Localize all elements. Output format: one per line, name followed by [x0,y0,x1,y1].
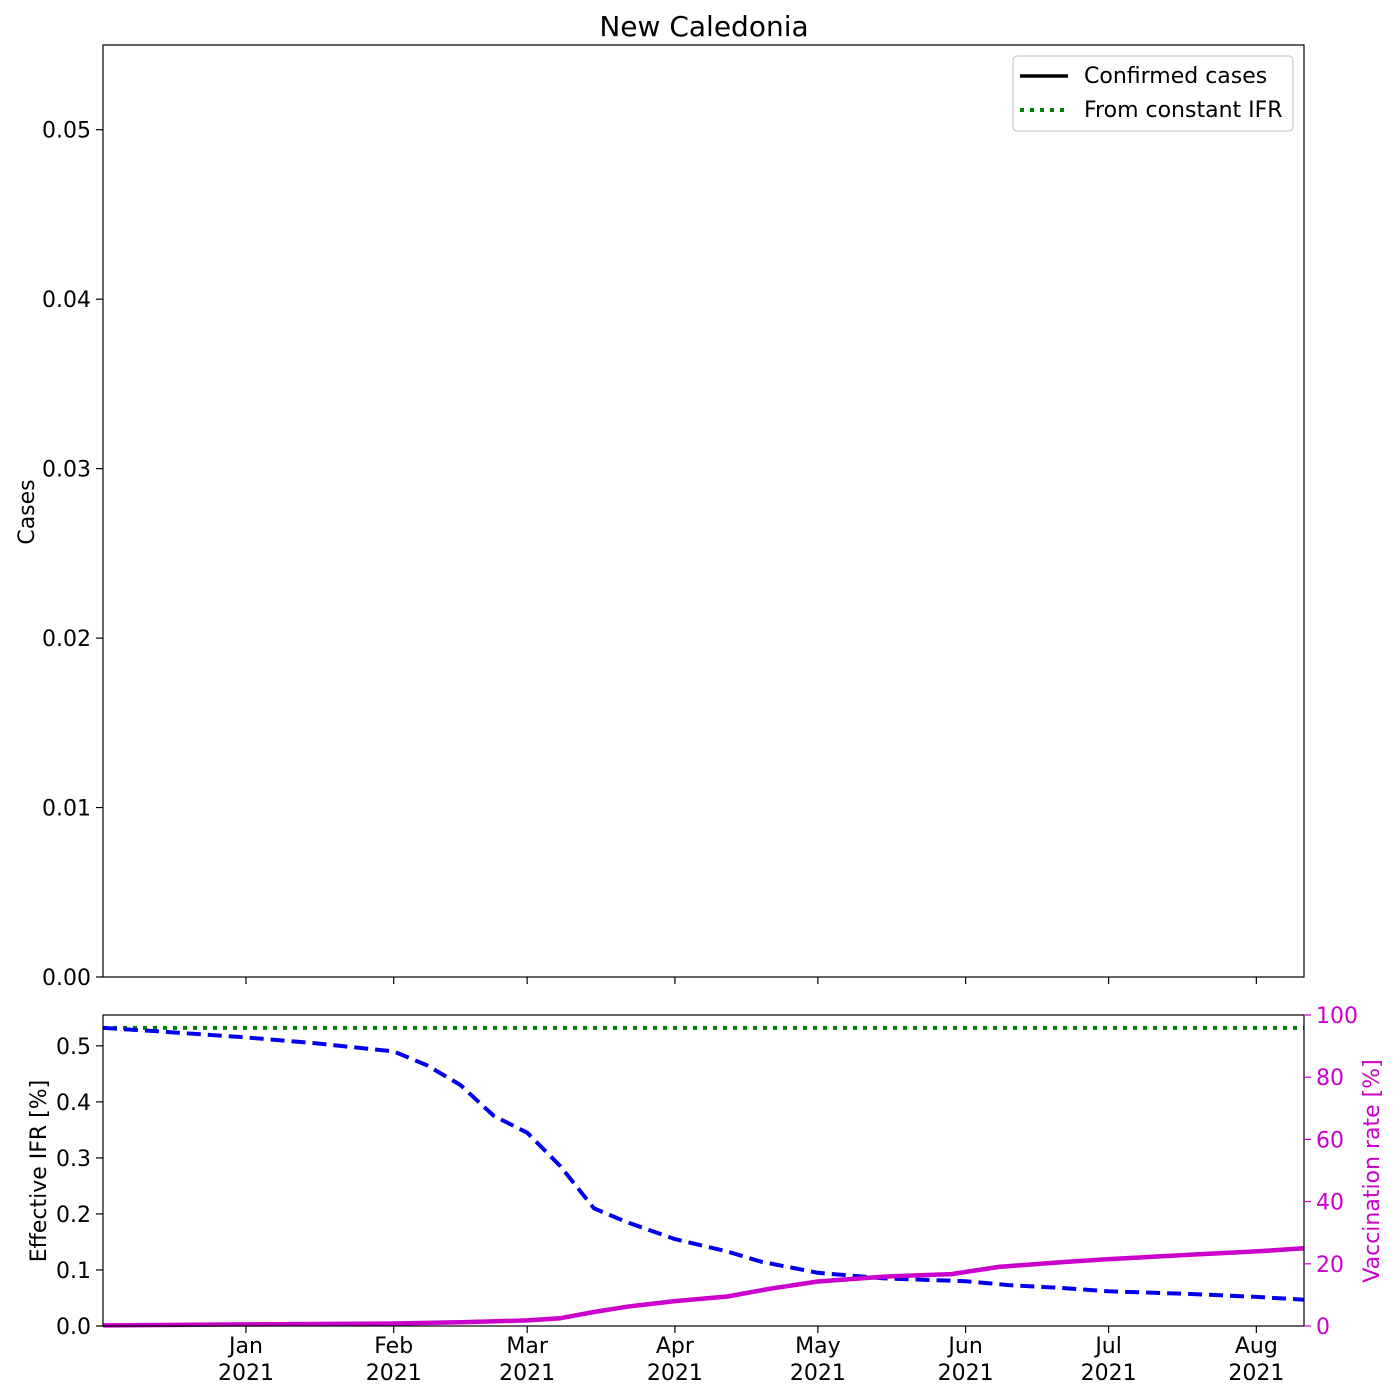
top-y-tick-label: 0.04 [42,288,91,313]
top-x-ticks [245,977,1257,984]
vaccination-rate-line [102,1246,1305,1328]
bottom-axes-frame [102,1014,1305,1327]
bottom-y-tick-label: 0.4 [56,1091,91,1116]
chart-title: New Caledonia [599,10,808,43]
top-y-tick-label: 0.05 [42,119,91,144]
bottom-y2-tick-label: 0 [1316,1315,1330,1340]
top-axes-frame [102,44,1305,978]
bottom-y-tick-label: 0.3 [56,1147,91,1172]
bottom-y-tick-label: 0.1 [56,1259,91,1284]
bottom-y-tick-label: 0.5 [56,1035,91,1060]
bottom-series [102,1025,1305,1328]
legend-label-confirmed-cases: Confirmed cases [1084,64,1267,89]
bottom-y-tick-label: 0.0 [56,1315,91,1340]
x-tick-month-label: Jul [1093,1334,1122,1359]
bottom-right-y-ticks: 0 20 40 60 80 100 [1304,1004,1358,1340]
bottom-x-ticks: Jan2021Feb2021Mar2021Apr2021May2021Jun20… [218,1326,1284,1386]
x-tick-year-label: 2021 [790,1361,846,1386]
effective-ifr-line [102,1025,1305,1302]
x-tick-month-label: Jan [227,1334,263,1359]
bottom-left-y-axis-label: Effective IFR [%] [27,1080,52,1262]
bottom-y2-tick-label: 100 [1316,1004,1358,1029]
legend-label-constant-ifr: From constant IFR [1084,98,1283,123]
top-y-tick-label: 0.00 [42,966,91,991]
x-tick-year-label: 2021 [499,1361,555,1386]
top-y-ticks: 0.00 0.01 0.02 0.03 0.04 0.05 [42,119,103,991]
bottom-y2-tick-label: 60 [1316,1128,1344,1153]
top-y-tick-label: 0.02 [42,627,91,652]
x-tick-month-label: Aug [1235,1334,1278,1359]
bottom-y2-tick-label: 20 [1316,1253,1344,1278]
x-tick-year-label: 2021 [1228,1361,1284,1386]
top-panel: New Caledonia 0.00 0.01 0.02 0.03 0.04 0.05 C… [15,10,1305,991]
bottom-left-y-ticks: 0.0 0.1 0.2 0.3 0.4 0.5 [56,1035,103,1340]
x-tick-month-label: Jun [946,1334,982,1359]
x-tick-month-label: Feb [374,1334,413,1359]
legend: Confirmed cases From constant IFR [1012,55,1294,132]
x-tick-month-label: May [795,1334,840,1359]
x-tick-year-label: 2021 [1081,1361,1137,1386]
x-tick-year-label: 2021 [218,1361,274,1386]
bottom-y-tick-label: 0.2 [56,1203,91,1228]
legend-box [1012,55,1294,132]
x-tick-month-label: Mar [506,1334,548,1359]
x-tick-month-label: Apr [656,1334,695,1359]
x-tick-year-label: 2021 [938,1361,994,1386]
x-tick-year-label: 2021 [366,1361,422,1386]
top-y-tick-label: 0.01 [42,797,91,822]
top-y-tick-label: 0.03 [42,458,91,483]
top-y-axis-label: Cases [15,479,40,544]
bottom-right-y-axis-label: Vaccination rate [%] [1360,1059,1385,1282]
bottom-y2-tick-label: 80 [1316,1066,1344,1091]
bottom-y2-tick-label: 40 [1316,1191,1344,1216]
x-tick-year-label: 2021 [647,1361,703,1386]
